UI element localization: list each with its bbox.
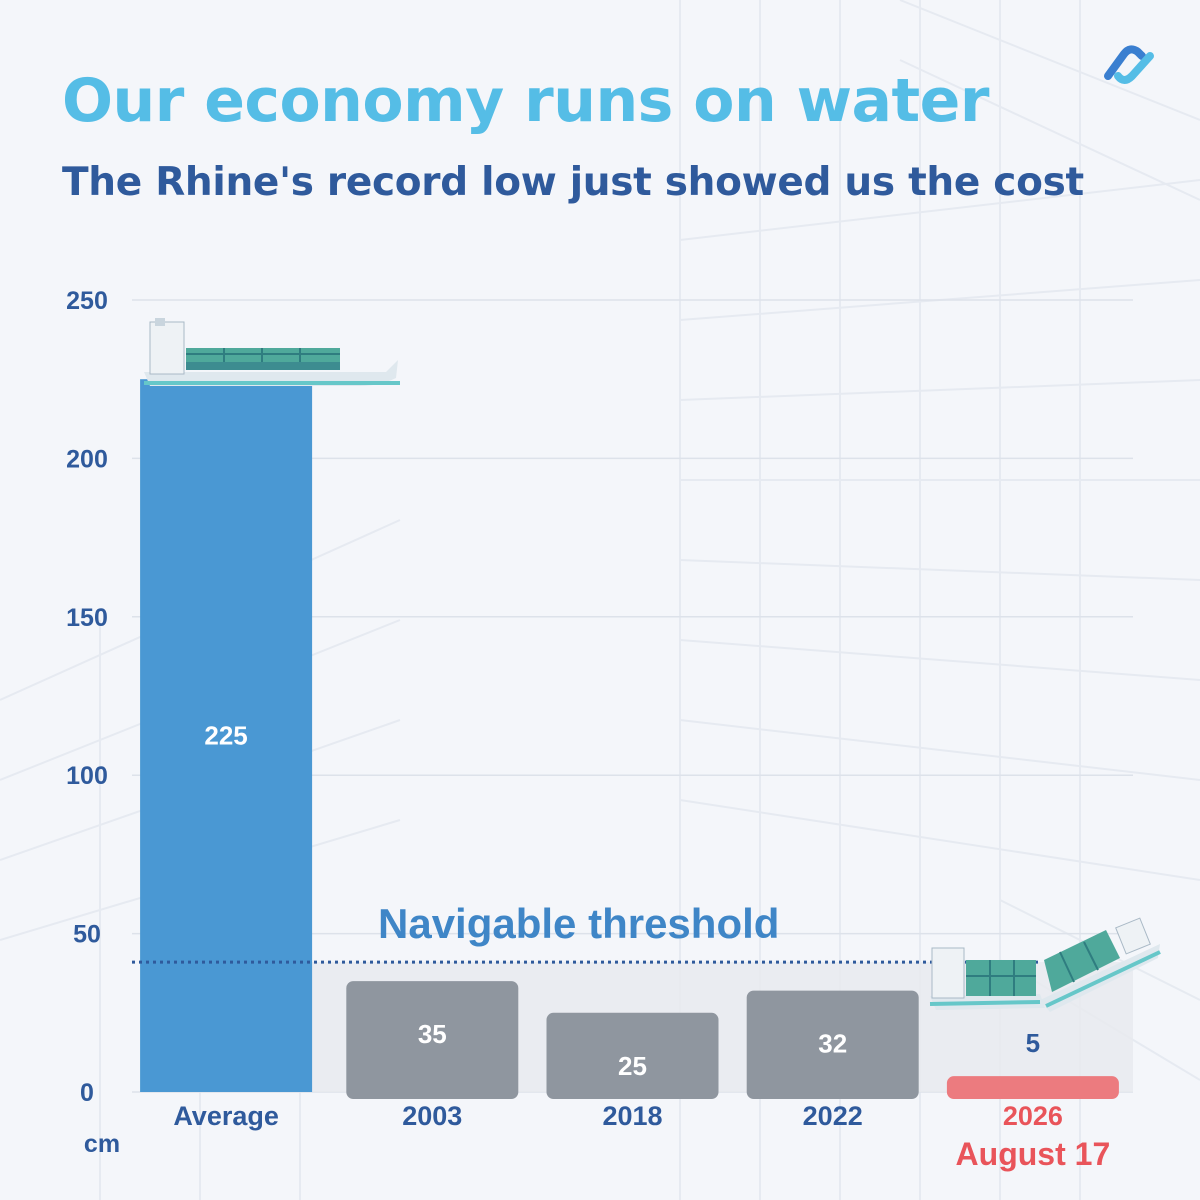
chart-subtitle: The Rhine's record low just showed us th… [62,160,1084,205]
y-axis-unit-label: cm [84,1130,120,1158]
y-tick-label: 50 [73,921,101,949]
data-label: 35 [418,1019,447,1049]
x-tick-label: 2003 [402,1101,462,1131]
broken-cargo-ship-icon [929,917,1161,1012]
x-tick-label: 2018 [602,1101,662,1131]
data-label: 5 [1026,1028,1040,1058]
bar [140,379,313,1092]
x-axis-labels: Average 2003 2018 2022 2026 August 17 [173,1101,1110,1172]
bar [746,990,919,1099]
bar [546,1012,719,1099]
x-tick-label: 2022 [803,1101,863,1131]
y-tick-label: 250 [66,287,108,315]
y-tick-label: 100 [66,762,108,790]
data-label: 25 [618,1051,647,1081]
data-label: 225 [204,721,247,751]
x-tick-label: Average [173,1101,279,1131]
bar [946,1076,1119,1099]
x-tick-label: 2026 [1003,1101,1063,1131]
chart-title: Our economy runs on water [62,66,989,136]
threshold-label: Navigable threshold [378,900,779,947]
y-axis-ticks: 0 50 100 150 200 250 [66,287,108,1107]
data-label: 32 [818,1029,847,1059]
y-tick-label: 0 [80,1079,94,1107]
bar [346,981,519,1099]
x-tick-sublabel: August 17 [956,1136,1111,1172]
data-labels: 225 35 25 32 5 [204,721,1040,1081]
cargo-ship-icon [144,318,400,386]
y-tick-label: 150 [66,604,108,632]
bars [140,379,1119,1099]
y-tick-label: 200 [66,445,108,473]
brand-logo-icon [1104,45,1154,84]
